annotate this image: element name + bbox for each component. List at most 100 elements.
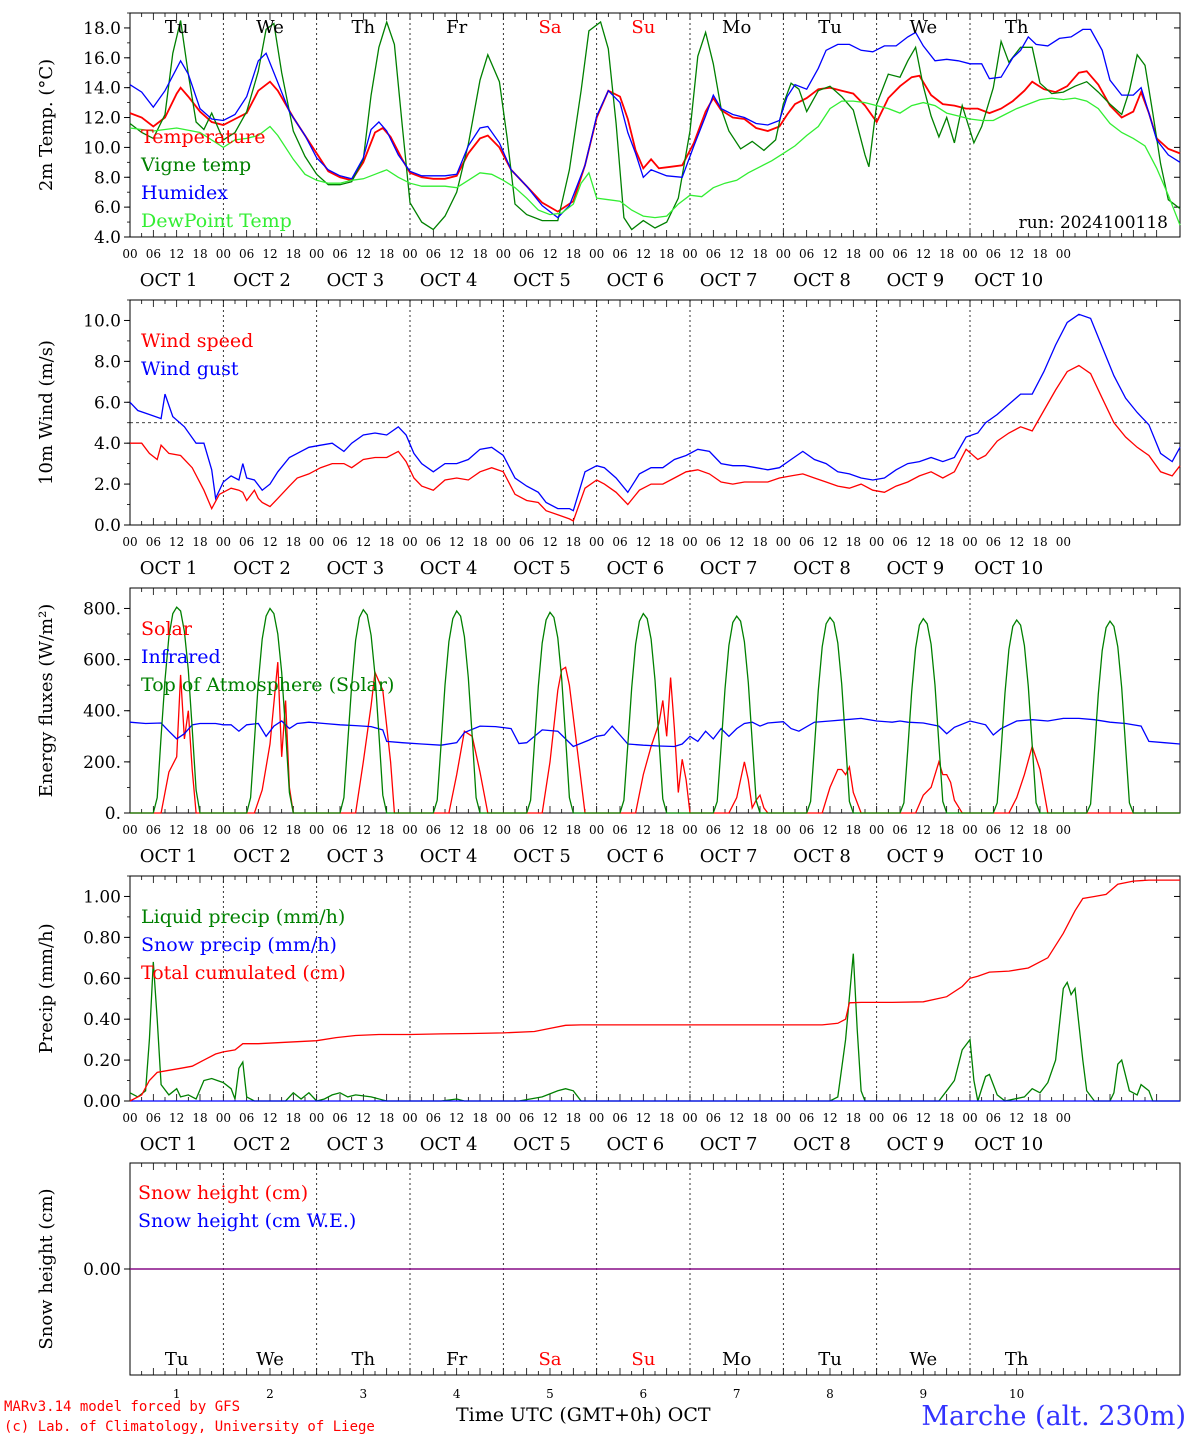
- day-date-label: OCT 1: [140, 270, 198, 291]
- hour-tick-label: 00: [216, 535, 231, 549]
- weekday-label: Tu: [818, 17, 842, 38]
- hour-tick-label: 12: [916, 1111, 931, 1125]
- day-date-label: OCT 1: [140, 846, 198, 867]
- hour-tick-label: 06: [426, 1111, 441, 1125]
- hour-tick-label: 00: [1056, 823, 1071, 837]
- hour-tick-label: 06: [332, 1111, 347, 1125]
- hour-tick-label: 12: [449, 1111, 464, 1125]
- hour-tick-label: 00: [1056, 247, 1071, 261]
- hour-tick-label: 12: [542, 1111, 557, 1125]
- y-tick-label: 0.: [105, 804, 121, 824]
- hour-tick-label: 18: [846, 823, 861, 837]
- hour-tick-label: 18: [939, 535, 954, 549]
- y-tick-label: 4.0: [94, 228, 121, 248]
- hour-tick-label: 18: [659, 247, 674, 261]
- hour-tick-label: 18: [846, 1111, 861, 1125]
- weekday-label: Mo: [722, 1349, 751, 1370]
- weekday-label: Tu: [165, 17, 189, 38]
- hour-tick-label: 06: [519, 535, 534, 549]
- hour-tick-label: 12: [916, 247, 931, 261]
- day-date-label: OCT 10: [974, 1134, 1043, 1155]
- y-tick-label: 6.0: [94, 393, 121, 413]
- series-line-infrared: [129, 717, 1181, 748]
- hour-tick-label: 00: [869, 535, 884, 549]
- y-tick-label: 800.: [83, 599, 121, 619]
- day-date-label: OCT 6: [606, 270, 664, 291]
- hour-tick-label: 00: [589, 823, 604, 837]
- legend-entry: Wind gust: [141, 358, 239, 380]
- hour-tick-label: 00: [216, 823, 231, 837]
- hour-tick-label: 00: [1056, 535, 1071, 549]
- time-axis-caption: Time UTC (GMT+0h) OCT: [456, 1404, 711, 1426]
- legend-entry: Humidex: [141, 182, 228, 204]
- hour-tick-label: 12: [636, 247, 651, 261]
- series-line-liquid-precip-mm-h-: [129, 953, 1180, 1102]
- hour-tick-label: 18: [566, 823, 581, 837]
- y-tick-label: 6.0: [94, 198, 121, 218]
- day-date-label: OCT 2: [233, 846, 291, 867]
- hour-tick-label: 12: [822, 535, 837, 549]
- hour-tick-label: 18: [1032, 823, 1047, 837]
- hour-tick-label: 12: [1009, 1111, 1024, 1125]
- day-date-label: OCT 2: [233, 1134, 291, 1155]
- hour-tick-label: 18: [379, 1111, 394, 1125]
- y-tick-label: 10.0: [83, 138, 121, 158]
- hour-tick-label: 18: [1032, 247, 1047, 261]
- day-date-label: OCT 1: [140, 1134, 198, 1155]
- weekday-label: We: [909, 1349, 937, 1370]
- legend-entry: Top of Atmosphere (Solar): [141, 674, 394, 696]
- series-line-temperature: [129, 70, 1181, 213]
- hour-tick-label: 06: [426, 247, 441, 261]
- legend-entry: Liquid precip (mm/h): [141, 906, 345, 928]
- day-date-label: OCT 8: [793, 1134, 851, 1155]
- day-date-label: OCT 9: [886, 558, 944, 579]
- day-date-label: OCT 7: [700, 270, 758, 291]
- hour-tick-label: 12: [169, 535, 184, 549]
- day-date-label: OCT 4: [420, 558, 478, 579]
- hour-tick-label: 06: [986, 535, 1001, 549]
- hour-tick-label: 00: [122, 247, 137, 261]
- hour-tick-label: 06: [612, 1111, 627, 1125]
- hour-tick-label: 00: [776, 247, 791, 261]
- time-axis-label: Time UTC (GMT+0h): [456, 1404, 662, 1426]
- y-tick-label: 0.20: [83, 1051, 121, 1071]
- legend-entry: Solar: [141, 618, 193, 640]
- hour-tick-label: 00: [309, 823, 324, 837]
- day-date-label: OCT 5: [513, 846, 571, 867]
- day-date-label: OCT 7: [700, 1134, 758, 1155]
- hour-tick-label: 12: [449, 247, 464, 261]
- hour-tick-label: 00: [776, 823, 791, 837]
- legend-entry: Snow height (cm): [138, 1182, 308, 1204]
- hour-tick-label: 00: [962, 247, 977, 261]
- series-line-solar: [130, 662, 1180, 814]
- hour-tick-label: 18: [192, 247, 207, 261]
- hour-tick-label: 12: [449, 535, 464, 549]
- hour-tick-label: 18: [939, 1111, 954, 1125]
- weekday-label: Th: [1005, 17, 1029, 38]
- hour-tick-label: 18: [659, 1111, 674, 1125]
- series-line-humidex: [129, 28, 1181, 219]
- day-date-label: OCT 8: [793, 846, 851, 867]
- hour-tick-label: 18: [379, 535, 394, 549]
- hour-tick-label: 18: [752, 247, 767, 261]
- hour-tick-label: 00: [869, 823, 884, 837]
- y-tick-label: 0.0: [94, 516, 121, 536]
- hour-tick-label: 06: [986, 823, 1001, 837]
- hour-tick-label: 18: [379, 247, 394, 261]
- hour-tick-label: 06: [239, 535, 254, 549]
- day-date-label: OCT 7: [700, 558, 758, 579]
- y-tick-label: 0.00: [83, 1092, 121, 1112]
- y-tick-label: 2.0: [94, 475, 121, 495]
- day-date-label: OCT 9: [886, 270, 944, 291]
- hour-tick-label: 12: [729, 823, 744, 837]
- hour-tick-label: 12: [356, 1111, 371, 1125]
- day-number-label: 7: [733, 1387, 741, 1401]
- weekday-label: Sa: [538, 17, 561, 38]
- hour-tick-label: 06: [706, 247, 721, 261]
- weekday-label: We: [256, 17, 284, 38]
- hour-tick-label: 06: [892, 247, 907, 261]
- legend-entry: Wind speed: [141, 330, 253, 352]
- day-date-label: OCT 6: [606, 846, 664, 867]
- day-number-label: 4: [453, 1387, 461, 1401]
- hour-tick-label: 18: [752, 823, 767, 837]
